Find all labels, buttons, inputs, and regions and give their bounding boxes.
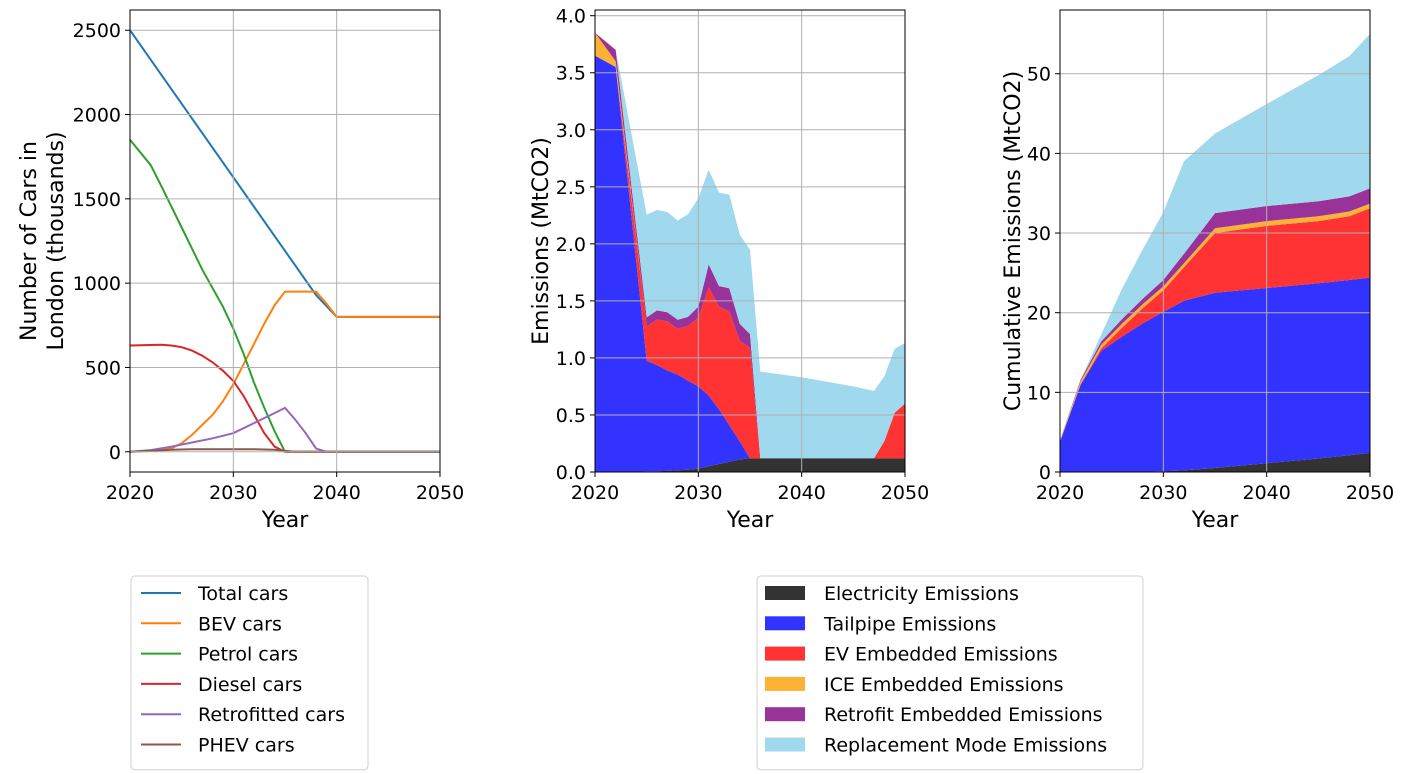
area-ev-embedded-emissions (1060, 208, 1370, 442)
legend-swatch (765, 646, 805, 661)
y-tick-label: 30 (1027, 223, 1051, 245)
ticks: 2020 2030 2040 2050 0 500 1000 1500 2000 2500 (73, 20, 465, 504)
y-tick-label: 3.0 (556, 120, 586, 142)
legend-swatch (765, 586, 805, 600)
legend-label: Retrofit Embedded Emissions (824, 704, 1103, 726)
x-axis-label: Year (261, 508, 310, 533)
y-tick-label: 0.5 (556, 405, 586, 427)
x-tick-label: 2020 (1036, 482, 1084, 504)
legend-frame (130, 575, 369, 771)
legend-label: Replacement Mode Emissions (824, 735, 1107, 757)
x-axis-label: Year (1191, 508, 1240, 533)
line-diesel-cars (129, 343, 440, 453)
legend-frame (756, 575, 1144, 771)
y-tick-label: 1.0 (556, 348, 586, 370)
y-tick-label: 20 (1027, 303, 1051, 325)
y-tick-label: 2.5 (556, 177, 586, 199)
legend-swatch (765, 737, 805, 752)
y-tick-label: 1.5 (556, 291, 586, 313)
car-types-legend: Total cars BEV cars Petrol cars Diesel cars… (130, 575, 369, 771)
plot-area (129, 29, 440, 453)
area-electricity-emissions (1060, 452, 1370, 472)
y-tick-label: 2500 (73, 20, 121, 42)
x-tick-label: 2050 (881, 482, 929, 504)
y-tick-label: 0 (1039, 462, 1051, 484)
gridlines (129, 10, 441, 472)
area-tailpipe-emissions (595, 55, 905, 472)
line-petrol-cars (129, 139, 440, 453)
legend-label: ICE Embedded Emissions (824, 674, 1064, 696)
ticks: 2020 2030 2040 2050 0.0 0.5 1.0 1.5 2.0 2.5 3.0 3.5… (556, 6, 929, 504)
legend-label: Total cars (197, 583, 288, 605)
area-tailpipe-emissions (1060, 277, 1370, 472)
plot-area (595, 32, 905, 472)
car-count-line-chart: 2020 2030 2040 2050 0 500 1000 1500 2000 2500 Year… (17, 9, 465, 533)
legend-label: Retrofitted cars (198, 704, 345, 726)
axes-frame (129, 9, 441, 473)
area-replacement-mode-emissions (595, 32, 905, 459)
legend-label: BEV cars (198, 613, 282, 635)
y-tick-label: 3.5 (556, 63, 586, 85)
plot-area (1060, 33, 1370, 472)
annual-emissions-area-chart: 2020 2030 2040 2050 0.0 0.5 1.0 1.5 2.0 2.5 3.0 3.5… (529, 6, 929, 533)
y-tick-label: 4.0 (556, 6, 586, 28)
y-axis-label: Cumulative Emissions (MtCO2) (1001, 71, 1026, 411)
line-retrofitted-cars (129, 406, 440, 453)
y-tick-label: 2.0 (556, 234, 586, 256)
line-bev-cars (129, 290, 440, 453)
legend-label: EV Embedded Emissions (824, 644, 1058, 666)
area-replacement-mode-emissions (1060, 33, 1370, 441)
axes-frame (1059, 9, 1371, 473)
x-tick-label: 2030 (209, 482, 257, 504)
x-tick-label: 2020 (106, 482, 154, 504)
line-total-cars (129, 29, 440, 318)
y-tick-label: 0.0 (556, 462, 586, 484)
y-tick-label: 1000 (73, 273, 121, 295)
legend-label: PHEV cars (198, 735, 295, 757)
y-axis-label: Emissions (MtCO2) (529, 137, 554, 345)
x-tick-label: 2020 (571, 482, 619, 504)
y-tick-label: 0 (109, 442, 121, 464)
y-axis-label: Number of Cars inLondon (thousands) (17, 131, 69, 350)
y-tick-label: 1500 (73, 189, 121, 211)
legend-swatch (765, 676, 805, 691)
area-electricity-emissions (595, 458, 905, 472)
x-tick-label: 2030 (1139, 482, 1187, 504)
legend-swatch (765, 616, 805, 631)
cumulative-emissions-area-chart: 2020 2030 2040 205001020304050YearCumulativ… (1001, 9, 1394, 533)
x-tick-label: 2040 (312, 482, 360, 504)
x-axis-label: Year (726, 508, 775, 533)
legend-label: Tailpipe Emissions (823, 613, 996, 635)
x-tick-label: 2050 (416, 482, 464, 504)
y-tick-label: 500 (85, 357, 121, 379)
axes-frame (594, 9, 906, 473)
y-tick-label: 50 (1027, 64, 1051, 86)
x-tick-label: 2040 (777, 482, 825, 504)
legend-label: Petrol cars (198, 644, 298, 666)
x-tick-label: 2040 (1242, 482, 1290, 504)
emission-sources-legend: Electricity Emissions Tailpipe Emissions E… (756, 575, 1144, 771)
legend-label: Electricity Emissions (824, 583, 1019, 605)
x-tick-label: 2030 (674, 482, 722, 504)
legend-swatch (765, 707, 805, 722)
legend-label: Diesel cars (198, 674, 302, 696)
y-tick-label: 40 (1027, 143, 1051, 165)
y-tick-label: 10 (1027, 382, 1051, 404)
y-tick-label: 2000 (73, 105, 121, 127)
x-tick-label: 2050 (1346, 482, 1394, 504)
